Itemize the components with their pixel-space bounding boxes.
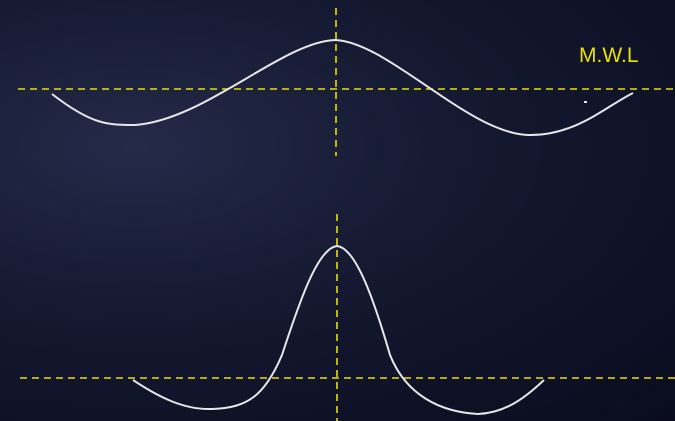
small-mark: [584, 101, 587, 103]
lower-wave-panel: [20, 214, 675, 421]
upper-wave-panel: M.W.L: [18, 8, 675, 156]
mwl-label: M.W.L: [579, 44, 639, 67]
upper-wave-curve: [51, 38, 634, 137]
lower-wave-curve: [132, 244, 545, 416]
